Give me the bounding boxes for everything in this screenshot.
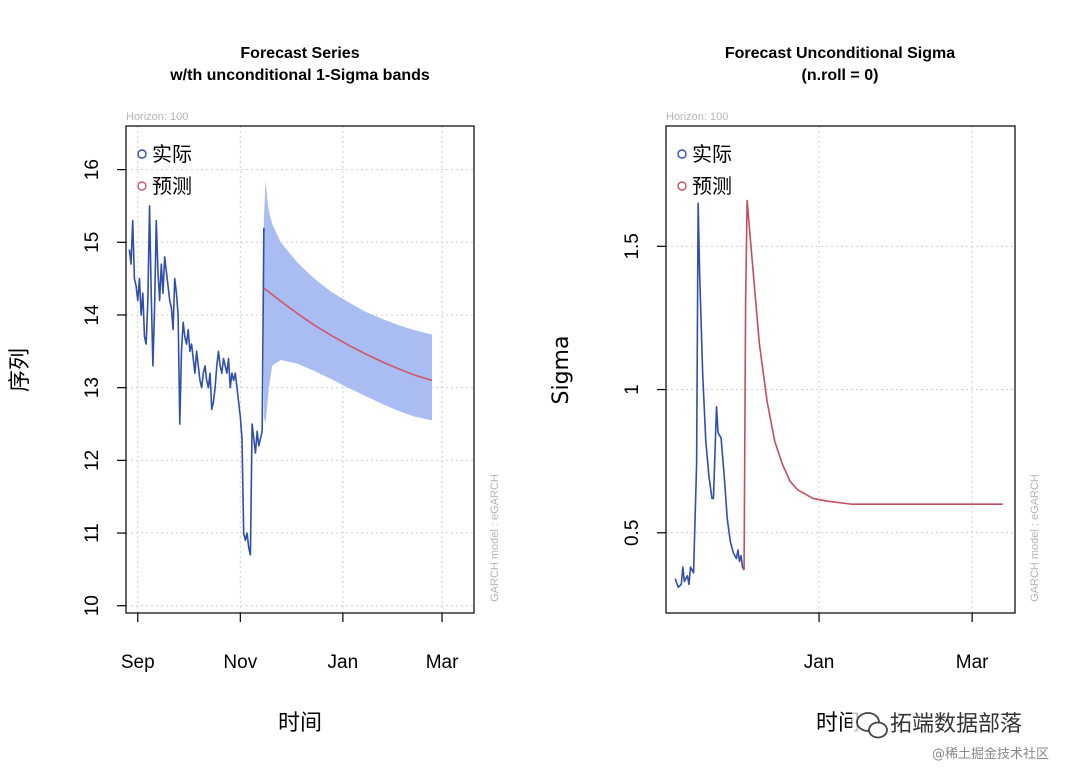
plot-frame	[665, 125, 1016, 614]
legend-marker	[137, 149, 147, 159]
sigma-band	[263, 180, 432, 425]
model-side-note: GARCH model : eGARCH	[489, 474, 501, 602]
series-line-actual	[674, 202, 745, 589]
x-tick-label: Jan	[804, 652, 835, 673]
series-line-actual	[128, 205, 265, 556]
y-axis-label: 序列	[8, 348, 33, 392]
legend-label: 实际	[152, 142, 192, 166]
model-side-note: GARCH model : eGARCH	[1029, 474, 1041, 602]
y-tick-label: 11	[82, 523, 103, 543]
x-tick-label: Nov	[223, 652, 257, 673]
chart-subtitle: w/th unconditional 1-Sigma bands	[169, 67, 430, 84]
x-tick-label: Jan	[328, 652, 359, 673]
series-line-forecast	[743, 199, 1003, 571]
legend-label: 预测	[692, 174, 732, 198]
x-tick-label: Mar	[956, 652, 989, 673]
chart-title: Forecast Series	[240, 45, 359, 62]
watermark-subtext: @稀土掘金技术社区	[932, 746, 1049, 762]
y-tick-label: 16	[82, 159, 103, 180]
horizon-note: Horizon: 100	[666, 111, 728, 123]
y-tick-label: 0.5	[622, 520, 643, 546]
legend-label: 预测	[152, 174, 192, 198]
legend-marker	[677, 181, 687, 191]
horizon-note: Horizon: 100	[126, 111, 188, 123]
legend-marker	[677, 149, 687, 159]
wechat-icon	[856, 712, 888, 739]
plot-frame	[125, 125, 475, 614]
watermark-text: 拓端数据部落	[890, 712, 1022, 737]
x-tick-label: Mar	[426, 652, 459, 673]
unconditional-sigma-panel: Forecast Unconditional Sigma (n.roll = 0…	[549, 45, 1041, 736]
legend-marker	[137, 181, 147, 191]
y-axis-label: Sigma	[549, 336, 574, 405]
x-axis-label: 时间	[278, 711, 322, 736]
y-tick-label: 10	[82, 595, 103, 616]
y-tick-label: 15	[82, 232, 103, 253]
y-tick-label: 1	[622, 384, 643, 395]
x-tick-label: Sep	[121, 652, 155, 673]
forecast-series-panel: Forecast Series w/th unconditional 1-Sig…	[8, 45, 501, 736]
y-tick-label: 13	[82, 377, 103, 398]
series-line-forecast	[263, 287, 433, 382]
chart-subtitle: (n.roll = 0)	[802, 67, 879, 84]
watermark-backdrop	[852, 706, 1076, 768]
y-tick-label: 12	[82, 450, 103, 471]
y-tick-label: 1.5	[622, 233, 643, 259]
legend-label: 实际	[692, 142, 732, 166]
chart-title: Forecast Unconditional Sigma	[725, 45, 955, 62]
y-tick-label: 14	[82, 304, 103, 326]
watermark: 拓端数据部落 @稀土掘金技术社区	[852, 706, 1076, 768]
